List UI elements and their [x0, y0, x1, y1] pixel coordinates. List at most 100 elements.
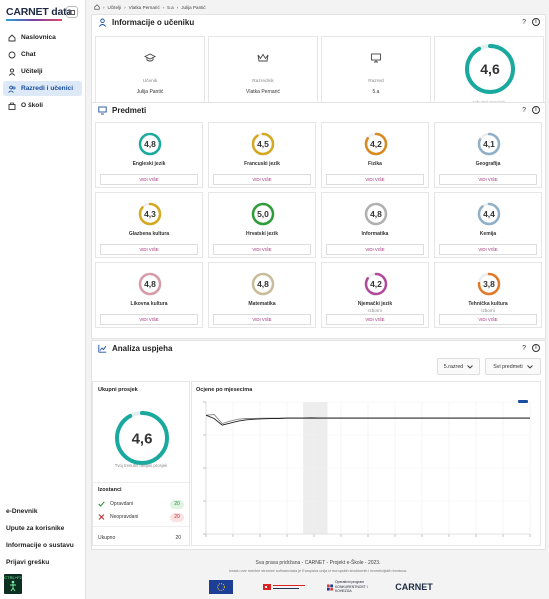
footer-eu-note: Izradu ove mrežne stranice sufinancirala…: [228, 569, 408, 573]
brand-logo[interactable]: CARNET data: [6, 6, 73, 18]
divider: [93, 526, 189, 527]
class-teacher-name: Vlatka Pernarić: [246, 89, 280, 95]
average-panel: Ukupni prosjek 4,6 Tvoj trenutni ukupni …: [92, 381, 190, 546]
class-value: 5.a: [372, 89, 380, 95]
link-upute[interactable]: Upute za korisnike: [6, 525, 65, 532]
student-label: Učenik: [142, 79, 158, 84]
view-more-button[interactable]: VIDI VIŠE: [326, 314, 424, 325]
figure-icon: [10, 580, 16, 592]
op-competitiveness-logo: Operativni program KONKURENTNOST I KOHEZ…: [327, 580, 379, 594]
chevron-down-icon: [526, 364, 533, 369]
student-name: Julija Pantić: [136, 89, 164, 95]
subject-average-gauge: 4,5: [251, 132, 275, 156]
absence-count: 20: [170, 512, 184, 522]
brand-underline: [6, 19, 62, 21]
subject-average-gauge: 4,2: [364, 132, 388, 156]
help-icon[interactable]: ?: [522, 344, 526, 352]
home-icon[interactable]: [94, 4, 100, 10]
subject-average-gauge: 3,8: [477, 272, 501, 296]
monitor-icon: [98, 106, 107, 115]
subject-average-gauge: 4,2: [364, 272, 388, 296]
grades-chart-panel: Ocjene po mjesecima: [191, 381, 541, 546]
home-icon: [8, 33, 16, 42]
subject-card: 4,8 Likovna kultura VIDI VIŠE: [95, 262, 203, 328]
help-icon[interactable]: ?: [522, 106, 526, 114]
breadcrumb-item[interactable]: Učitelji: [107, 4, 122, 10]
student-info-card: Informacije o učeniku ? i Učenik Julija …: [91, 14, 546, 113]
total-average-caption: Tvoj trenutni ukupni prosjek: [114, 463, 168, 468]
card-title: Informacije o učeniku: [98, 18, 194, 27]
breadcrumb-item: Julija Pantić: [181, 4, 206, 10]
info-icon[interactable]: i: [532, 106, 540, 114]
sidebar-item-naslovnica[interactable]: Naslovnica: [3, 30, 82, 45]
panel-icon: [69, 9, 75, 15]
sidebar: CARNET data Naslovnica Chat Učitelji Raz…: [0, 0, 86, 599]
overall-average-value: 4,6: [480, 61, 500, 77]
subject-select[interactable]: Svi predmeti: [485, 358, 541, 375]
shortcut-label: CTRL+F2: [4, 575, 22, 580]
subject-name: Engleski jezik: [132, 161, 166, 167]
view-more-button[interactable]: VIDI VIŠE: [100, 314, 198, 325]
breadcrumb-item[interactable]: 5.a: [167, 4, 174, 10]
view-more-button[interactable]: VIDI VIŠE: [100, 244, 198, 255]
subject-name: Informatika: [361, 231, 389, 237]
croatia-structural-funds-logo: [262, 580, 307, 594]
breadcrumb-item[interactable]: Vlatka Pernarić: [128, 4, 160, 10]
op-logo-text: Operativni program KONKURENTNOST I KOHEZ…: [335, 580, 368, 594]
view-more-button[interactable]: VIDI VIŠE: [326, 244, 424, 255]
chevron-down-icon: [467, 364, 474, 369]
legend-marker: [518, 400, 528, 403]
view-more-button[interactable]: VIDI VIŠE: [213, 174, 311, 185]
sidebar-item-razredi[interactable]: Razredi i učenici: [3, 81, 82, 96]
breadcrumb: › Učitelji › Vlatka Pernarić › 5.a › Jul…: [94, 2, 206, 12]
cross-icon: [98, 514, 105, 520]
subject-average-value: 4,4: [483, 209, 495, 219]
divider: [93, 482, 189, 483]
class-label: Razred: [368, 79, 384, 84]
view-more-button[interactable]: VIDI VIŠE: [439, 314, 537, 325]
info-icon[interactable]: i: [532, 18, 540, 26]
check-icon: [98, 501, 105, 507]
sidebar-item-o-skoli[interactable]: O školi: [3, 98, 82, 113]
absences-title: Izostanci: [98, 487, 122, 493]
subject-card: 4,3 Glazbena kultura VIDI VIŠE: [95, 192, 203, 258]
help-icon[interactable]: ?: [522, 18, 526, 26]
subject-card: 4,8 Matematika VIDI VIŠE: [208, 262, 316, 328]
subjects-card: Predmeti ? i 4,8 Engleski jezik VIDI VIŠE 4…: [91, 102, 546, 339]
subject-card: 4,4 Kemija VIDI VIŠE: [434, 192, 542, 258]
shortcut-badge[interactable]: CTRL+F2: [4, 574, 22, 594]
link-informacije[interactable]: Informacije o sustavu: [6, 542, 74, 549]
subject-name: Njemački jezik: [357, 301, 393, 307]
view-more-button[interactable]: VIDI VIŠE: [439, 244, 537, 255]
view-more-button[interactable]: VIDI VIŠE: [213, 244, 311, 255]
subject-average-value: 4,8: [257, 279, 269, 289]
main-content: › Učitelji › Vlatka Pernarić › 5.a › Jul…: [87, 0, 549, 599]
link-prijavi-gresku[interactable]: Prijavi grešku: [6, 559, 50, 566]
subject-name: Likovna kultura: [130, 301, 168, 307]
link-e-dnevnik[interactable]: e-Dnevnik: [6, 508, 38, 515]
op-cohesion-icon: [327, 583, 334, 591]
view-more-button[interactable]: VIDI VIŠE: [326, 174, 424, 185]
view-more-button[interactable]: VIDI VIŠE: [100, 174, 198, 185]
sidebar-item-label: Učitelji: [21, 68, 43, 75]
eu-flag-logo: [209, 580, 233, 594]
subject-card: 4,5 Francuski jezik VIDI VIŠE: [208, 122, 316, 188]
view-more-button[interactable]: VIDI VIŠE: [439, 174, 537, 185]
info-icon[interactable]: i: [532, 344, 540, 352]
subject-card: 4,2 Njemački jezik Izborni VIDI VIŠE: [321, 262, 429, 328]
user-icon: [8, 67, 16, 76]
subject-name: Kemija: [479, 231, 497, 237]
sidebar-item-ucitelji[interactable]: Učitelji: [3, 64, 82, 79]
card-title: Predmeti: [98, 106, 146, 115]
grades-line-chart[interactable]: [192, 398, 540, 546]
absence-total-row: Ukupno 20: [98, 535, 181, 541]
chat-icon: [8, 51, 16, 59]
sidebar-item-chat[interactable]: Chat: [3, 47, 82, 62]
sidebar-item-label: Naslovnica: [21, 34, 56, 41]
view-more-button[interactable]: VIDI VIŠE: [213, 314, 311, 325]
class-select[interactable]: 5.razred: [437, 358, 480, 375]
subject-name: Hrvatski jezik: [246, 231, 278, 237]
subject-average-value: 3,8: [483, 279, 495, 289]
sidebar-collapse-button[interactable]: [66, 6, 78, 18]
total-average-gauge: 4,6: [115, 411, 169, 465]
